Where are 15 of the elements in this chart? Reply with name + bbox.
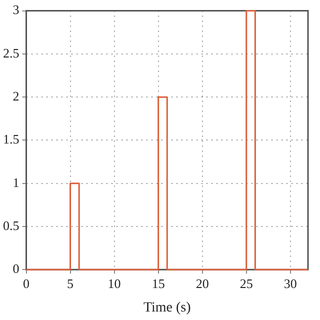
- x-tick-label: 5: [67, 276, 74, 291]
- x-tick-label: 25: [240, 276, 253, 291]
- x-tick-label: 20: [196, 276, 209, 291]
- y-tick-label: 1: [12, 174, 20, 190]
- y-tick-label: 1.5: [3, 132, 20, 147]
- x-tick-label: 10: [108, 276, 121, 291]
- y-tick-label: 2: [12, 88, 20, 104]
- y-tick-label: 0.5: [3, 218, 20, 233]
- y-tick-label: 2.5: [3, 45, 20, 60]
- x-axis-title: Time (s): [143, 300, 192, 316]
- y-tick-label: 3: [12, 2, 20, 18]
- x-tick-label: 0: [23, 276, 30, 291]
- x-tick-label: 30: [284, 276, 297, 291]
- y-tick-label: 0: [12, 261, 20, 276]
- x-tick-label: 15: [152, 276, 165, 291]
